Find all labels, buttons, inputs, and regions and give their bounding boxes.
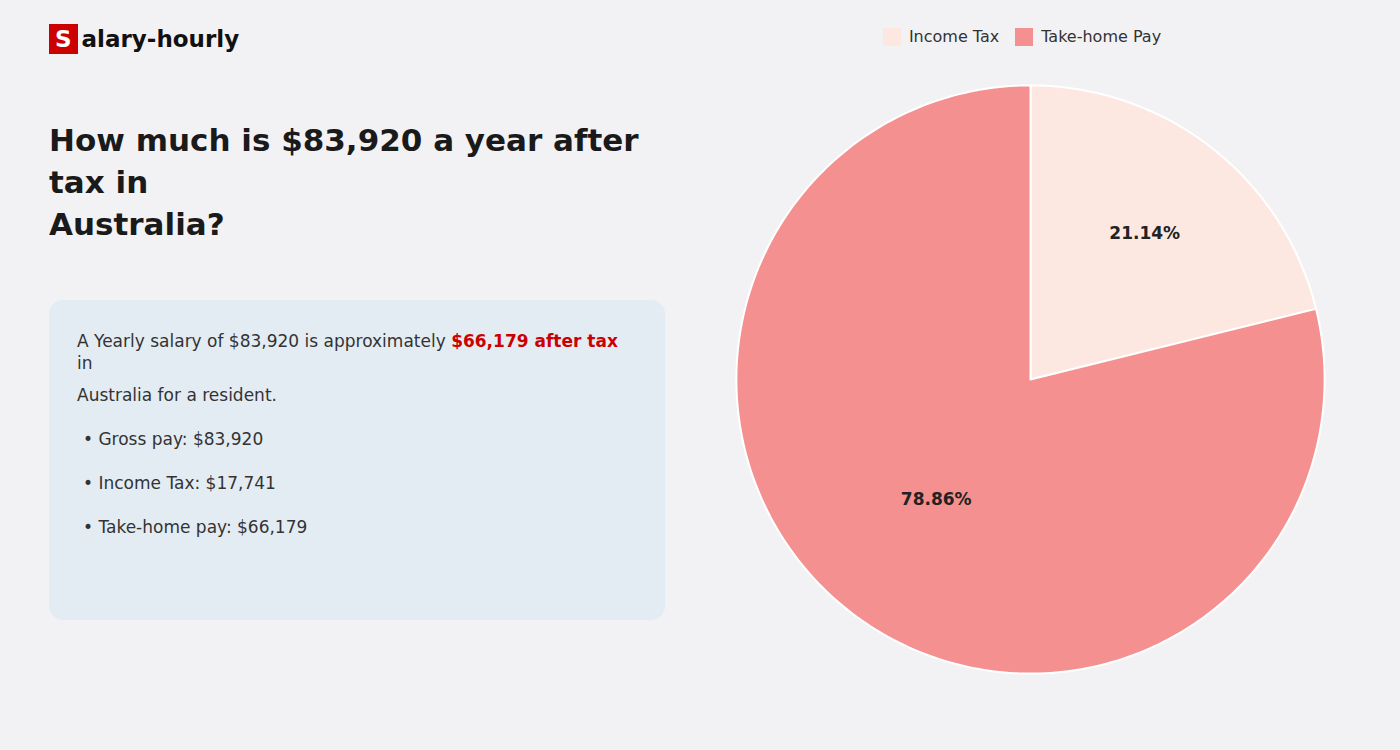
html-text:in: in: [77, 353, 93, 374]
html-text:How much is $83,920 a year aft: How much is $83,920 a year after tax in …: [49, 122, 639, 242]
svg-text:21.14%: 21.14%: [1109, 223, 1180, 243]
html-text:alary-hourly: alary-hourly: [81, 26, 240, 52]
svg-text:78.86%: 78.86%: [901, 489, 972, 509]
html-text:• Take-home pay: $66,179: • Take-home pay: $66,179: [83, 517, 308, 538]
html-text:Take-home Pay: Take-home Pay: [1041, 27, 1162, 46]
html-text:Income Tax: Income Tax: [908, 27, 1000, 46]
html-text:Australia for a resident.: Australia for a resident.: [77, 385, 277, 406]
html-text:• Income Tax: $17,741: • Income Tax: $17,741: [83, 473, 276, 494]
html-text:S: S: [55, 26, 72, 52]
html-text:A Yearly salary of $83,920 is: A Yearly salary of $83,920 is approximat…: [77, 331, 618, 351]
html-text:• Gross pay: $83,920: • Gross pay: $83,920: [83, 429, 264, 450]
